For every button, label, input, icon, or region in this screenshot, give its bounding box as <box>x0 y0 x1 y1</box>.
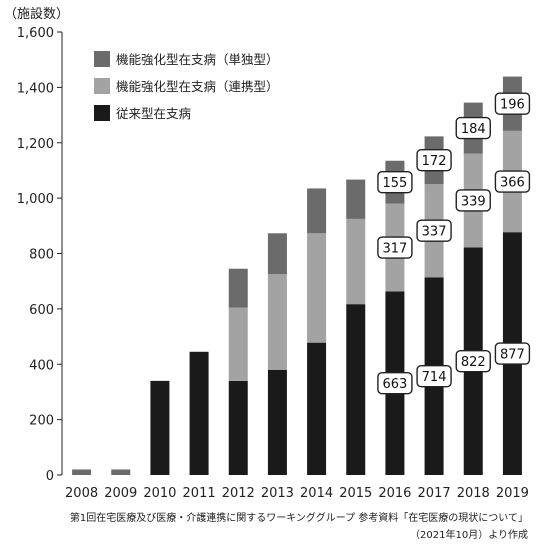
bars <box>72 76 522 475</box>
bar-segment <box>307 188 327 234</box>
data-label: 663 <box>377 372 413 395</box>
data-label-text: 877 <box>500 348 525 363</box>
bar-segment <box>346 179 366 219</box>
data-label: 714 <box>416 364 452 388</box>
y-axis-title: （施設数） <box>4 6 69 22</box>
legend-swatch <box>94 78 110 94</box>
bar-segment <box>228 307 248 381</box>
data-label-text: 317 <box>383 242 408 257</box>
y-tick-label: 1,600 <box>17 26 54 41</box>
data-label-box <box>494 92 531 115</box>
data-label: 172 <box>416 148 452 172</box>
source-note-line-1: 第1回在宅医療及び医療・介護連携に関するワーキンググループ 参考資料「在宅医療の… <box>69 513 528 524</box>
bar-segment <box>228 268 248 308</box>
y-tick-label: 1,400 <box>17 81 54 96</box>
legend-label: 機能強化型在支病（連携型） <box>116 79 279 94</box>
y-tick-label: 600 <box>29 303 54 318</box>
data-label: 877 <box>494 342 531 365</box>
bar-segment <box>111 469 131 475</box>
data-label: 184 <box>455 116 491 140</box>
x-tick-label: 2019 <box>496 486 529 501</box>
x-tick-label: 2017 <box>418 486 451 501</box>
data-label-box <box>416 364 452 388</box>
bar-segment <box>267 233 287 275</box>
bar-segment <box>228 380 248 475</box>
bar-segment <box>267 274 287 370</box>
x-tick-label: 2013 <box>261 486 294 501</box>
bar-segment <box>150 380 170 475</box>
x-tick-label: 2012 <box>222 486 255 501</box>
bar-segment <box>307 342 327 475</box>
data-label-box <box>455 350 491 373</box>
data-label-text: 172 <box>422 154 447 169</box>
data-label-text: 663 <box>383 377 408 392</box>
data-label-text: 155 <box>383 176 408 191</box>
x-tick-label: 2014 <box>300 486 333 501</box>
y-axis: 0 200 400 600 800 1,000 1,200 1,400 1,600 <box>17 26 63 484</box>
x-tick-label: 2010 <box>143 486 176 501</box>
y-tick-label: 400 <box>29 358 54 373</box>
legend-item: 機能強化型在支病（単独型） <box>94 51 279 67</box>
y-tick-label: 200 <box>29 414 54 429</box>
data-label-box <box>416 148 452 172</box>
bar-segment <box>189 351 209 475</box>
legend-swatch <box>94 105 110 121</box>
data-label: 317 <box>377 236 413 259</box>
data-label: 366 <box>494 170 531 193</box>
stacked-bar-chart: （施設数） 機能強化型在支病（単独型） 機能強化型在支病（連携型） 従来型在支病 0… <box>4 6 531 501</box>
data-label-text: 337 <box>422 225 447 240</box>
data-label-box <box>416 219 452 242</box>
data-label-box <box>455 116 491 140</box>
y-tick-label: 1,000 <box>17 192 54 207</box>
data-label-text: 339 <box>461 194 486 209</box>
legend: 機能強化型在支病（単独型） 機能強化型在支病（連携型） 従来型在支病 <box>94 51 279 121</box>
data-label: 337 <box>416 219 452 242</box>
x-tick-label: 2016 <box>378 486 411 501</box>
data-label-box <box>377 372 413 395</box>
data-label-text: 822 <box>461 355 486 370</box>
x-tick-label: 2011 <box>183 486 216 501</box>
data-label-box <box>494 170 531 193</box>
bar-segment <box>346 304 366 475</box>
legend-item: 従来型在支病 <box>94 105 191 121</box>
x-axis: 2008 2009 2010 2011 2012 2013 2014 2015 2016 2017… <box>65 486 529 501</box>
y-tick-label: 800 <box>29 248 54 263</box>
legend-swatch <box>94 51 110 67</box>
data-label: 822 <box>455 350 491 373</box>
data-label: 339 <box>455 189 491 212</box>
data-label-box <box>377 171 413 194</box>
data-label: 196 <box>494 92 531 115</box>
data-label-text: 184 <box>461 122 486 137</box>
bar-segment <box>307 233 327 343</box>
data-label-box <box>494 342 531 365</box>
data-label-text: 196 <box>500 98 525 113</box>
legend-item: 機能強化型在支病（連携型） <box>94 78 279 94</box>
bar-segment <box>72 469 92 475</box>
x-tick-label: 2015 <box>339 486 372 501</box>
source-note-line-2: （2021年10月）より作成 <box>410 530 528 541</box>
y-tick-label: 0 <box>46 469 54 484</box>
data-label-box <box>377 236 413 259</box>
data-label-text: 366 <box>500 176 525 191</box>
x-tick-label: 2008 <box>65 486 98 501</box>
x-tick-label: 2009 <box>104 486 137 501</box>
x-tick-label: 2018 <box>457 486 490 501</box>
y-tick-label: 1,200 <box>17 137 54 152</box>
bar-segment <box>346 218 366 305</box>
legend-label: 機能強化型在支病（単独型） <box>116 52 279 67</box>
legend-label: 従来型在支病 <box>116 106 191 121</box>
bar-segment <box>267 369 287 475</box>
data-labels: 663 317 155 714 337 172 822 339 184 877 366 196 <box>377 92 531 395</box>
data-label: 155 <box>377 171 413 194</box>
data-label-box <box>455 189 491 212</box>
data-label-text: 714 <box>422 370 447 385</box>
